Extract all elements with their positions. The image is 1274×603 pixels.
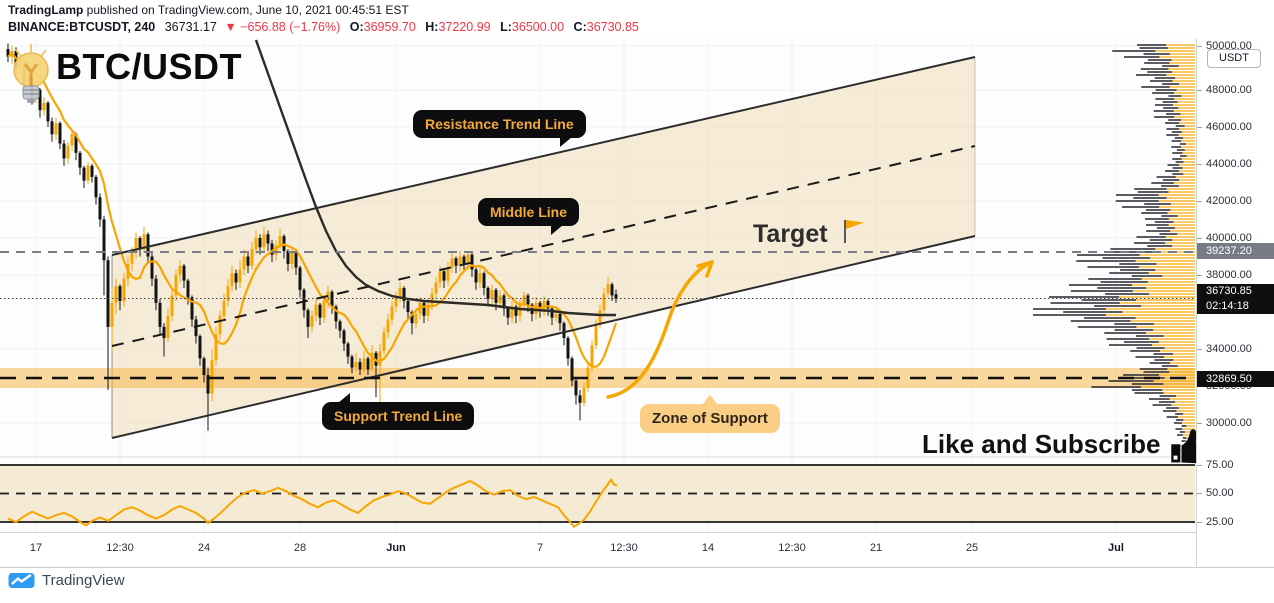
tradingview-logo-icon[interactable] <box>8 572 35 589</box>
close-value: 36730.85 <box>586 20 639 34</box>
symbol-line: BINANCE:BTCUSDT, 240 36731.17 ▼ −656.88 … <box>8 20 639 36</box>
price-axis[interactable]: USDT 50000.00 48000.00 46000.00 44000.00 420… <box>1196 38 1274 566</box>
like-subscribe-annotation[interactable]: Like and Subscribe <box>922 417 1220 467</box>
price-change: ▼ −656.88 (−1.76%) <box>224 20 341 34</box>
ma-fast-line <box>7 52 618 368</box>
target-price-badge: 39237.20 <box>1197 243 1274 259</box>
tradingview-brand[interactable]: TradingView <box>42 572 125 589</box>
time-tick-label: 24 <box>197 542 211 554</box>
publish-info: published on TradingView.com, June 10, 2… <box>83 3 409 17</box>
price-tick-label: 50.00 <box>1197 487 1234 499</box>
header: TradingLamp published on TradingView.com… <box>8 3 639 36</box>
last-price: 36731.17 <box>164 20 217 34</box>
price-tick-label: 48000.00 <box>1197 84 1252 96</box>
lamp-icon <box>13 44 49 103</box>
symbol-name[interactable]: BINANCE:BTCUSDT, 240 <box>8 20 156 34</box>
time-tick-label: 12:30 <box>610 542 638 554</box>
candle-countdown: 02:14:18 <box>1206 300 1249 312</box>
close-label: C: <box>573 20 587 34</box>
target-annotation[interactable]: Target <box>753 218 866 249</box>
currency-toggle-button[interactable]: USDT <box>1207 49 1261 68</box>
price-tick-label: 44000.00 <box>1197 158 1252 170</box>
volume-profile <box>1033 44 1195 448</box>
price-tick-label: 40000.00 <box>1197 232 1252 244</box>
price-tick-label: 34000.00 <box>1197 343 1252 355</box>
publisher-name: TradingLamp <box>8 3 84 17</box>
high-value: 37220.99 <box>438 20 491 34</box>
projection-arrow <box>606 260 714 399</box>
time-tick-label: 21 <box>869 542 883 554</box>
price-tick-label: 75.00 <box>1197 459 1234 471</box>
middle-line-callout[interactable]: Middle Line <box>478 198 579 235</box>
price-tick-label: 46000.00 <box>1197 121 1252 133</box>
chart-title: BTC/USDT <box>56 46 242 87</box>
low-label: L: <box>500 20 512 34</box>
low-value: 36500.00 <box>511 20 565 34</box>
rsi-line <box>7 478 618 528</box>
ma-slow-line <box>254 39 616 317</box>
time-tick-label: 12:30 <box>106 542 134 554</box>
time-tick-label: Jul <box>1108 542 1124 554</box>
price-tick-label: 50000.00 <box>1197 40 1252 52</box>
zone-of-support-callout[interactable]: Zone of Support <box>640 395 780 433</box>
time-tick-label: 17 <box>29 542 43 554</box>
support-trendline-callout[interactable]: Support Trend Line <box>322 393 475 430</box>
price-tick-label: 42000.00 <box>1197 195 1252 207</box>
target-label: Target <box>753 220 828 248</box>
price-tick-label: 38000.00 <box>1197 269 1252 281</box>
resistance-trendline-callout[interactable]: Resistance Trend Line <box>413 110 586 147</box>
time-tick-label: 14 <box>701 542 715 554</box>
high-label: H: <box>425 20 439 34</box>
publish-line: TradingLamp published on TradingView.com… <box>8 3 639 19</box>
time-tick-label: 12:30 <box>778 542 806 554</box>
footer: TradingView <box>8 572 125 589</box>
support-price-badge: 32869.50 <box>1197 371 1274 387</box>
current-price-badge: 36730.85 02:14:18 <box>1197 284 1274 314</box>
time-tick-label: 25 <box>965 542 979 554</box>
open-label: O: <box>349 20 364 34</box>
price-tick-label: 25.00 <box>1197 516 1234 528</box>
open-value: 36959.70 <box>363 20 416 34</box>
time-tick-label: 7 <box>536 542 544 554</box>
time-tick-label: Jun <box>386 542 406 554</box>
price-tick-label: 30000.00 <box>1197 417 1252 429</box>
time-tick-label: 28 <box>293 542 307 554</box>
flag-icon <box>843 220 864 243</box>
like-subscribe-label: Like and Subscribe <box>922 429 1161 459</box>
